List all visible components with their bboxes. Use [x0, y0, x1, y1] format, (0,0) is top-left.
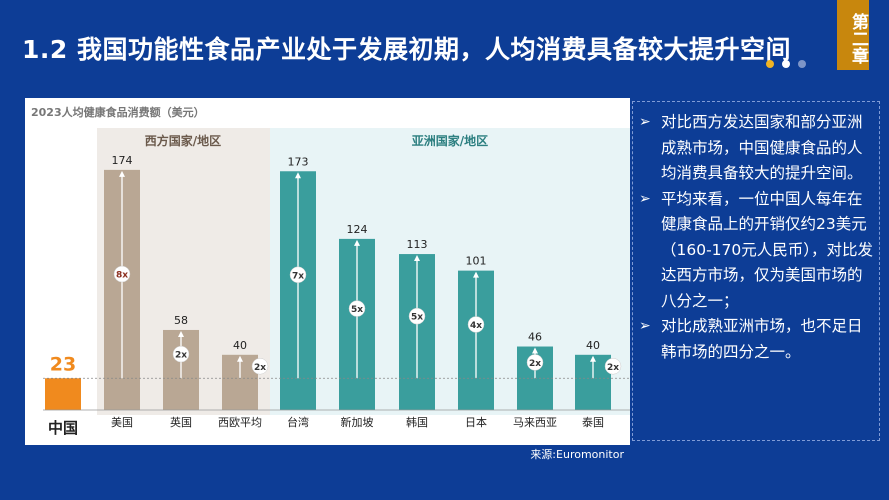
asian-group-bg — [270, 128, 630, 415]
value-label: 46 — [528, 331, 542, 344]
multiple-label: 7x — [292, 271, 304, 281]
multiple-badge — [251, 358, 269, 375]
bullet-item: ➢ 对比西方发达国家和部分亚洲成熟市场，中国健康食品的人均消费具备较大的提升空间。 — [639, 110, 873, 187]
arrow-head — [414, 255, 420, 262]
value-label: 173 — [288, 155, 309, 168]
arrow-bullet-icon: ➢ — [639, 318, 651, 334]
bullet-text: 对比西方发达国家和部分亚洲成熟市场，中国健康食品的人均消费具备较大的提升空间。 — [661, 113, 863, 182]
category-label: 泰国 — [582, 415, 604, 429]
bar-chart: 2023人均健康食品消费额（美元） 西方国家/地区 亚洲国家/地区 23 中国 174 8x… — [31, 105, 630, 437]
multiple-label: 2x — [529, 359, 541, 369]
category-label: 日本 — [465, 415, 487, 429]
chart-panel: 2023人均健康食品消费额（美元） 西方国家/地区 亚洲国家/地区 23 中国 174 8x… — [25, 98, 630, 445]
multiple-badge — [289, 266, 307, 284]
page-title: 1.2 我国功能性食品产业处于发展初期，人均消费具备较大提升空间 — [22, 35, 791, 64]
multiple-label: 5x — [351, 305, 363, 315]
group-label: 西方国家/地区 — [145, 133, 221, 148]
arrow-head — [237, 355, 243, 362]
value-label: 40 — [233, 339, 247, 352]
multiple-label: 4x — [470, 321, 482, 331]
bullet-item: ➢ 平均来看，一位中国人每年在健康食品上的开销仅约23美元（160-170元人民币… — [639, 187, 873, 315]
multiple-badge — [604, 358, 622, 375]
arrow-head — [590, 355, 596, 362]
category-label: 中国 — [48, 419, 78, 437]
category-label: 新加坡 — [341, 415, 374, 429]
multiple-badge — [113, 265, 131, 283]
category-label: 韩国 — [406, 415, 428, 429]
category-label: 英国 — [170, 415, 192, 429]
multiple-badge — [172, 345, 190, 363]
arrow-bullet-icon: ➢ — [639, 190, 651, 207]
arrow-bullet-icon: ➢ — [639, 114, 651, 130]
arrow-head — [119, 170, 125, 177]
slide-dots — [766, 60, 806, 68]
category-label: 马来西亚 — [513, 416, 557, 429]
value-label: 124 — [347, 223, 368, 236]
dot — [798, 60, 806, 68]
source-note: 来源:Euromonitor — [530, 448, 624, 461]
group-label: 亚洲国家/地区 — [412, 133, 488, 148]
multiple-label: 5x — [411, 313, 423, 323]
bullet-item: ➢ 对比成熟亚洲市场，也不足日韩市场的四分之一。 — [639, 314, 873, 365]
value-label: 101 — [466, 255, 487, 268]
arrow-head — [178, 330, 184, 337]
multiple-label: 2x — [175, 351, 187, 361]
arrow-head — [295, 172, 301, 179]
arrow-head — [354, 239, 360, 246]
bullet-text: 对比成熟亚洲市场，也不足日韩市场的四分之一。 — [661, 317, 863, 361]
value-label: 40 — [586, 339, 600, 352]
multiple-badge — [467, 316, 485, 333]
text-panel: ➢ 对比西方发达国家和部分亚洲成熟市场，中国健康食品的人均消费具备较大的提升空间。… — [632, 101, 880, 441]
chart-title: 2023人均健康食品消费额（美元） — [31, 105, 205, 119]
category-label: 美国 — [111, 416, 133, 429]
value-label: 113 — [407, 238, 428, 251]
category-label: 台湾 — [287, 415, 309, 429]
chapter-badge: 第二章 — [837, 0, 869, 70]
multiple-badge — [526, 354, 544, 371]
dot — [766, 60, 774, 68]
multiple-label: 8x — [116, 271, 128, 281]
value-label: 23 — [50, 353, 76, 375]
multiple-label: 2x — [254, 363, 266, 373]
arrow-head — [532, 347, 538, 354]
multiple-label: 2x — [607, 363, 619, 373]
dot — [782, 60, 790, 68]
multiple-badge — [408, 307, 426, 325]
value-label: 58 — [174, 314, 188, 327]
bar — [45, 378, 81, 410]
multiple-badge — [348, 300, 366, 317]
category-label: 西欧平均 — [218, 416, 262, 429]
arrow-head — [473, 271, 479, 278]
value-label: 174 — [112, 154, 133, 167]
bullet-text: 平均来看，一位中国人每年在健康食品上的开销仅约23美元（160-170元人民币）… — [661, 189, 874, 310]
